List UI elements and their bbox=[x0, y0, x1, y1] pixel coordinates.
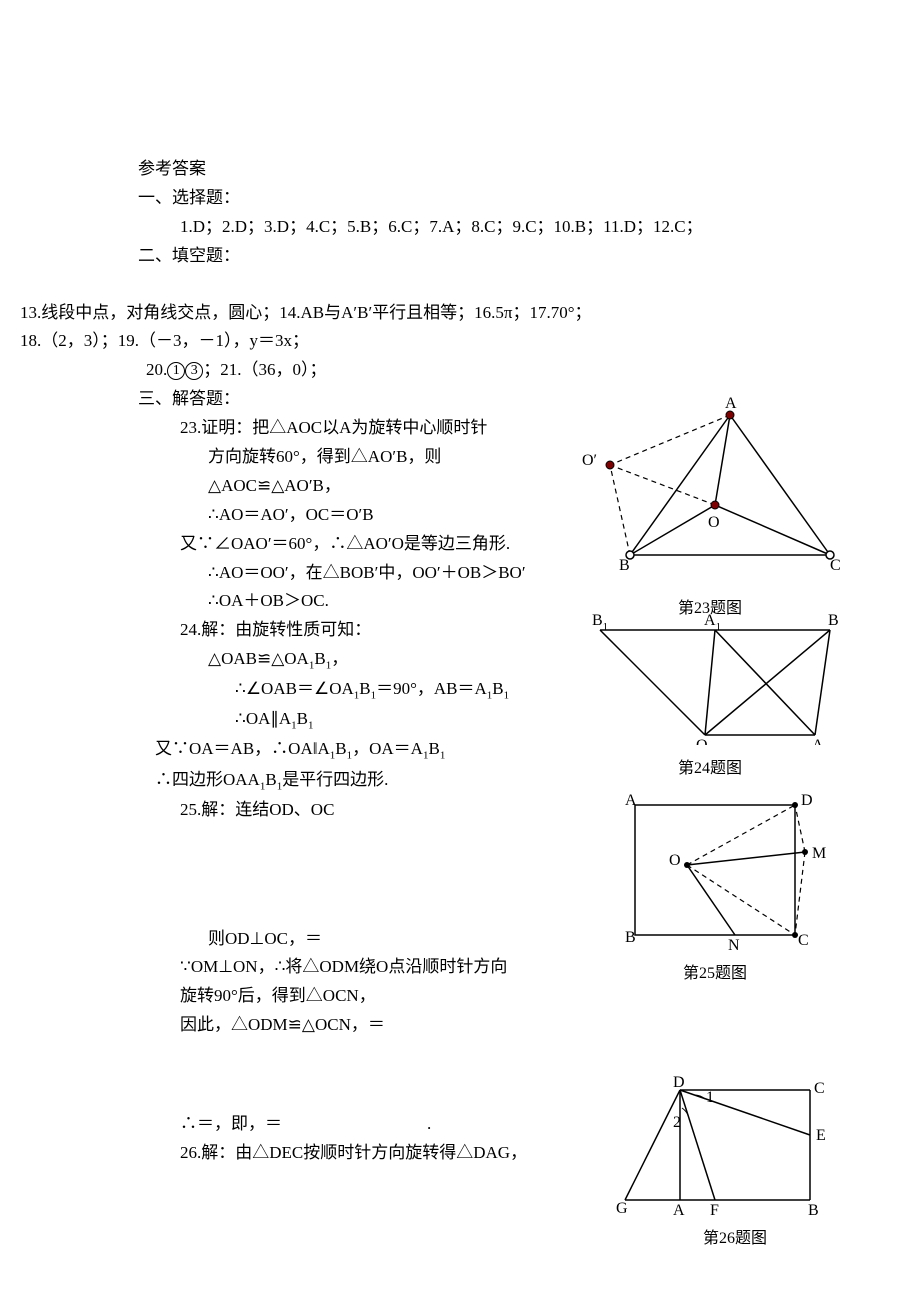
svg-text:G: G bbox=[616, 1200, 628, 1215]
figure-23-svg: A B C O O′ bbox=[570, 395, 850, 585]
svg-text:B: B bbox=[625, 929, 636, 946]
section-1-heading: 一、选择题： bbox=[90, 184, 830, 213]
svg-text:O′: O′ bbox=[582, 452, 597, 469]
q20-suffix: ；21.（36，0）； bbox=[203, 360, 326, 379]
svg-text:B: B bbox=[619, 557, 630, 574]
svg-text:E: E bbox=[816, 1127, 826, 1144]
svg-text:F: F bbox=[710, 1202, 719, 1215]
figure-26: D C E B F A G 1 2 第26题图 bbox=[610, 1075, 840, 1252]
svg-text:C: C bbox=[814, 1080, 825, 1097]
fill-line-13-17: 13.线段中点，对角线交点，圆心；14.AB与A′B′平行且相等；16.5π；1… bbox=[20, 299, 830, 328]
circled-1-icon: 1 bbox=[167, 362, 185, 380]
answer-key-title: 参考答案 bbox=[90, 155, 830, 184]
svg-text:O: O bbox=[696, 737, 708, 745]
fill-line-18-19: 18.（2，3）；19.（－3，－1），y＝3x； bbox=[20, 327, 830, 356]
section-2-heading: 二、填空题： bbox=[90, 242, 830, 271]
figure-25-caption: 第25题图 bbox=[595, 960, 835, 987]
svg-text:A: A bbox=[625, 792, 637, 809]
mc-answers: 1.D；2.D；3.D；4.C；5.B；6.C；7.A；8.C；9.C；10.B… bbox=[90, 213, 830, 242]
figure-24-caption: 第24题图 bbox=[590, 755, 850, 782]
svg-text:1: 1 bbox=[706, 1089, 714, 1106]
svg-text:N: N bbox=[728, 937, 740, 950]
svg-text:2: 2 bbox=[673, 1114, 681, 1131]
svg-text:D: D bbox=[673, 1075, 685, 1091]
svg-text:C: C bbox=[830, 557, 841, 574]
svg-text:A: A bbox=[673, 1202, 685, 1215]
svg-text:M: M bbox=[812, 845, 826, 862]
svg-text:O: O bbox=[708, 514, 720, 531]
svg-text:C: C bbox=[798, 932, 809, 949]
svg-text:B: B bbox=[808, 1202, 819, 1215]
figure-25-svg: A D B C O M N bbox=[595, 790, 835, 950]
circled-3-icon: 3 bbox=[185, 362, 203, 380]
figure-24: B1 A1 B O A 第24题图 bbox=[590, 610, 850, 782]
figure-23: A B C O O′ 第23题图 bbox=[570, 395, 850, 622]
figure-26-caption: 第26题图 bbox=[610, 1225, 840, 1252]
figure-26-svg: D C E B F A G 1 2 bbox=[610, 1075, 840, 1215]
q20-prefix: 20. bbox=[146, 360, 167, 379]
q25-line-5: 因此，△ODM≌△OCN，＝ bbox=[90, 1011, 830, 1040]
svg-text:A: A bbox=[725, 395, 737, 412]
svg-text:B: B bbox=[828, 612, 839, 629]
svg-text:A: A bbox=[812, 737, 824, 745]
svg-text:O: O bbox=[669, 852, 681, 869]
fill-line-20-21: 20.13；21.（36，0）； bbox=[90, 356, 830, 385]
svg-text:D: D bbox=[801, 792, 813, 809]
figure-25: A D B C O M N 第25题图 bbox=[595, 790, 835, 987]
figure-24-svg: B1 A1 B O A bbox=[590, 610, 850, 745]
